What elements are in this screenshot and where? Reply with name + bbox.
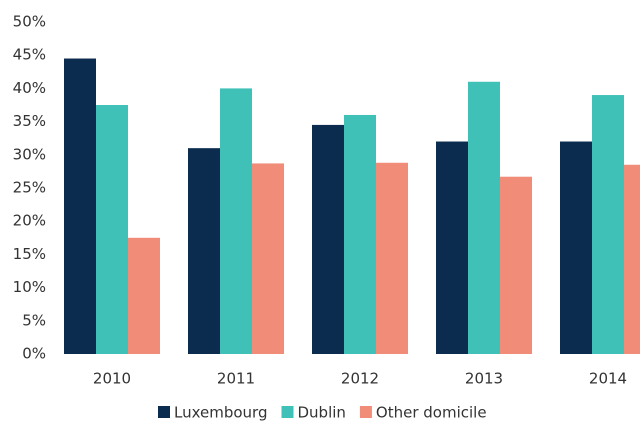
x-tick-label: 2013 <box>465 370 503 388</box>
x-tick-label: 2011 <box>217 370 255 388</box>
y-tick-label: 45% <box>13 46 46 64</box>
bar <box>96 105 128 354</box>
y-tick-label: 0% <box>22 345 46 363</box>
y-tick-label: 40% <box>13 79 46 97</box>
y-tick-label: 5% <box>22 311 46 329</box>
y-tick-label: 25% <box>13 179 46 197</box>
y-tick-label: 30% <box>13 145 46 163</box>
bar <box>252 163 284 354</box>
bar <box>344 114 376 355</box>
legend-swatch <box>158 406 170 418</box>
y-tick-label: 50% <box>13 13 46 31</box>
y-tick-label: 35% <box>13 112 46 130</box>
bar <box>468 81 500 354</box>
bar <box>312 124 344 354</box>
bar <box>188 148 220 354</box>
x-tick-label: 2014 <box>589 370 627 388</box>
bar <box>128 237 160 354</box>
bar <box>64 58 96 355</box>
y-tick-label: 10% <box>13 278 46 296</box>
bar <box>220 88 252 355</box>
bar <box>500 176 532 354</box>
y-tick-label: 15% <box>13 245 46 263</box>
legend-swatch <box>281 406 294 418</box>
legend-label: Dublin <box>298 404 346 421</box>
bar <box>624 164 640 354</box>
legend-swatch <box>359 406 372 418</box>
bar <box>436 141 468 354</box>
y-tick-label: 20% <box>13 212 46 230</box>
bar <box>560 141 592 354</box>
legend-label: Other domicile <box>376 404 487 421</box>
bar <box>376 162 408 354</box>
bar <box>592 95 624 354</box>
legend-label: Luxembourg <box>174 404 268 421</box>
x-tick-label: 2012 <box>341 370 379 388</box>
x-tick-label: 2010 <box>93 370 131 388</box>
